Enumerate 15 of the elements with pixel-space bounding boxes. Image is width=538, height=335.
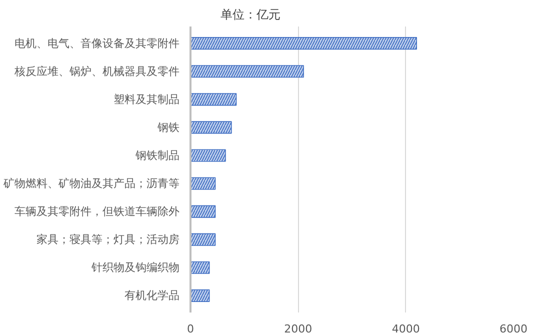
y-tick-label: 车辆及其零附件，但铁道车辆除外 bbox=[14, 205, 180, 218]
y-tick-label: 针织物及钩编织物 bbox=[90, 261, 180, 274]
y-tick-label: 塑料及其制品 bbox=[114, 92, 180, 106]
x-tick-label: 4000 bbox=[392, 322, 420, 335]
y-tick-label: 有机化学品 bbox=[124, 289, 180, 302]
y-tick-label: 家具；寝具等；灯具；活动房 bbox=[36, 233, 180, 246]
y-tick-label: 钢铁制品 bbox=[134, 148, 180, 162]
y-tick-label: 钢铁 bbox=[156, 120, 180, 134]
chart-title: 单位：亿元 bbox=[220, 8, 280, 22]
y-tick-label: 电机、电气、音像设备及其零附件 bbox=[14, 36, 180, 50]
y-tick-label: 核反应堆、锅炉、机械器具及零件 bbox=[14, 64, 180, 78]
x-tick-label: 2000 bbox=[284, 322, 312, 335]
x-tick-label: 6000 bbox=[500, 322, 528, 335]
y-tick-label: 矿物燃料、矿物油及其产品；沥青等 bbox=[2, 177, 180, 190]
x-tick-label: 0 bbox=[187, 322, 194, 335]
